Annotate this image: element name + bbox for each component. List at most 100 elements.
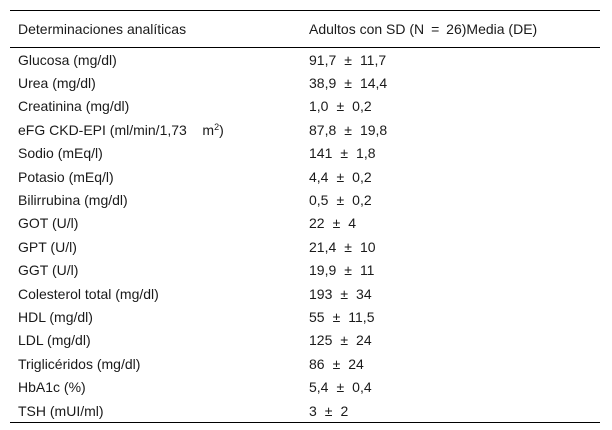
plus-minus-symbol: ± <box>344 75 352 92</box>
table-row: Glucosa (mg/dl) 91,7 ±11,7 <box>10 48 600 72</box>
lab-results-table-container: Determinaciones analíticas Adultos con S… <box>10 10 600 423</box>
row-label: Glucosa (mg/dl) <box>10 48 301 72</box>
row-value: 86 ±24 <box>301 352 600 375</box>
row-label-text: GGT (U/l) <box>18 262 79 279</box>
row-sd: 10 <box>359 238 376 255</box>
table-body: Glucosa (mg/dl) 91,7 ±11,7 Urea (mg/dl) 38,9… <box>10 48 600 423</box>
row-label-text: Glucosa (mg/dl) <box>18 51 117 68</box>
row-label-text: Sodio (mEq/l) <box>18 145 103 162</box>
row-label-text: GOT (U/l) <box>18 215 79 232</box>
row-label-text: HDL (mg/dl) <box>18 308 93 325</box>
table-row: Sodio (mEq/l) 141 ±1,8 <box>10 142 600 165</box>
plus-minus-symbol: ± <box>340 145 349 162</box>
row-mean: 125 <box>309 332 333 349</box>
table-row: Creatinina (mg/dl) 1,0 ±0,2 <box>10 95 600 118</box>
header-adults-sd: Adultos con SD (N = 26)Media (DE) <box>301 11 600 48</box>
row-value: 38,9 ±14,4 <box>301 71 600 94</box>
row-value: 87,8 ±19,8 <box>301 118 600 141</box>
row-label: eFG CKD-EPI (ml/min/1,73 m2) <box>10 118 301 141</box>
row-label: Creatinina (mg/dl) <box>10 95 301 118</box>
plus-minus-symbol: ± <box>332 308 341 325</box>
plus-minus-symbol: ± <box>332 355 341 372</box>
row-label-text: TSH (mUI/ml) <box>18 402 104 419</box>
row-label-text: LDL (mg/dl) <box>18 332 91 349</box>
plus-minus-symbol: ± <box>340 285 349 302</box>
header-adults-sd-part1: Adultos con SD (N <box>309 21 425 37</box>
table-row: GGT (U/l) 19,9 ±11 <box>10 259 600 282</box>
row-label-end: ) <box>219 121 224 138</box>
row-label: Potasio (mEq/l) <box>10 165 301 188</box>
row-value: 21,4 ±10 <box>301 235 600 258</box>
row-mean: 21,4 <box>309 238 337 255</box>
table-row: LDL (mg/dl) 125 ±24 <box>10 329 600 352</box>
row-label-superscript: 2 <box>214 121 220 132</box>
table-row: HbA1c (%) 5,4 ±0,4 <box>10 375 600 398</box>
table-row: Triglicéridos (mg/dl) 86 ±24 <box>10 352 600 375</box>
row-value: 55 ±11,5 <box>301 305 600 328</box>
row-label: Triglicéridos (mg/dl) <box>10 352 301 375</box>
row-label: GPT (U/l) <box>10 235 301 258</box>
row-label: HDL (mg/dl) <box>10 305 301 328</box>
row-label-unit: m <box>202 121 215 138</box>
row-sd: 34 <box>356 285 372 302</box>
row-label-text: Colesterol total (mg/dl) <box>18 285 159 302</box>
row-sd: 0,2 <box>352 192 372 209</box>
row-value: 0,5 ±0,2 <box>301 188 600 211</box>
row-label-text: Creatinina (mg/dl) <box>18 98 130 115</box>
plus-minus-symbol: ± <box>336 168 345 185</box>
row-value: 5,4 ±0,4 <box>301 375 600 398</box>
row-mean: 5,4 <box>309 379 329 396</box>
row-value: 91,7 ±11,7 <box>301 48 600 72</box>
table-row: Bilirrubina (mg/dl) 0,5 ±0,2 <box>10 188 600 211</box>
table-row: Potasio (mEq/l) 4,4 ±0,2 <box>10 165 600 188</box>
header-row: Determinaciones analíticas Adultos con S… <box>10 10 600 48</box>
header-equals-sign: = <box>431 21 440 37</box>
row-label-text: Urea (mg/dl) <box>18 75 96 92</box>
row-mean: 87,8 <box>309 121 337 138</box>
row-label-text: Potasio (mEq/l) <box>18 168 114 185</box>
row-sd: 2 <box>340 402 349 419</box>
row-value: 4,4 ±0,2 <box>301 165 600 188</box>
row-sd: 24 <box>356 332 372 349</box>
row-sd: 11,7 <box>359 51 387 68</box>
row-sd: 0,2 <box>352 168 372 185</box>
row-mean: 55 <box>309 308 325 325</box>
plus-minus-symbol: ± <box>336 379 345 396</box>
row-value: 19,9 ±11 <box>301 259 600 282</box>
lab-results-table: Determinaciones analíticas Adultos con S… <box>10 10 600 423</box>
table-row: Colesterol total (mg/dl) 193 ±34 <box>10 282 600 305</box>
plus-minus-symbol: ± <box>336 98 345 115</box>
row-sd: 14,4 <box>359 75 388 92</box>
row-mean: 86 <box>309 355 325 372</box>
table-row: Urea (mg/dl) 38,9 ±14,4 <box>10 71 600 94</box>
row-value: 125 ±24 <box>301 329 600 352</box>
row-value: 22 ±4 <box>301 212 600 235</box>
row-sd: 24 <box>348 355 364 372</box>
table-header: Determinaciones analíticas Adultos con S… <box>10 10 600 48</box>
row-mean: 4,4 <box>309 168 329 185</box>
row-label-text: HbA1c (%) <box>18 379 86 396</box>
row-value: 141 ±1,8 <box>301 142 600 165</box>
row-sd: 0,2 <box>352 98 372 115</box>
row-value: 3 ±2 <box>301 399 600 423</box>
row-label: HbA1c (%) <box>10 375 301 398</box>
header-determinations: Determinaciones analíticas <box>18 21 187 37</box>
row-label-text: Triglicéridos (mg/dl) <box>18 355 141 372</box>
row-label: Bilirrubina (mg/dl) <box>10 188 301 211</box>
row-label: TSH (mUI/ml) <box>10 399 301 423</box>
table-row: GOT (U/l) 22 ±4 <box>10 212 600 235</box>
row-sd: 0,4 <box>352 379 372 396</box>
plus-minus-symbol: ± <box>336 192 345 209</box>
plus-minus-symbol: ± <box>344 262 352 279</box>
table-row: TSH (mUI/ml) 3 ±2 <box>10 399 600 423</box>
row-label: Colesterol total (mg/dl) <box>10 282 301 305</box>
row-label-text: GPT (U/l) <box>18 238 77 255</box>
row-label: GOT (U/l) <box>10 212 301 235</box>
row-mean: 19,9 <box>309 262 337 279</box>
plus-minus-symbol: ± <box>332 215 341 232</box>
row-mean: 91,7 <box>309 51 337 68</box>
table-row: HDL (mg/dl) 55 ±11,5 <box>10 305 600 328</box>
row-mean: 38,9 <box>309 75 337 92</box>
plus-minus-symbol: ± <box>344 51 352 68</box>
header-adults-sd-part2: 26)Media (DE) <box>446 21 538 37</box>
